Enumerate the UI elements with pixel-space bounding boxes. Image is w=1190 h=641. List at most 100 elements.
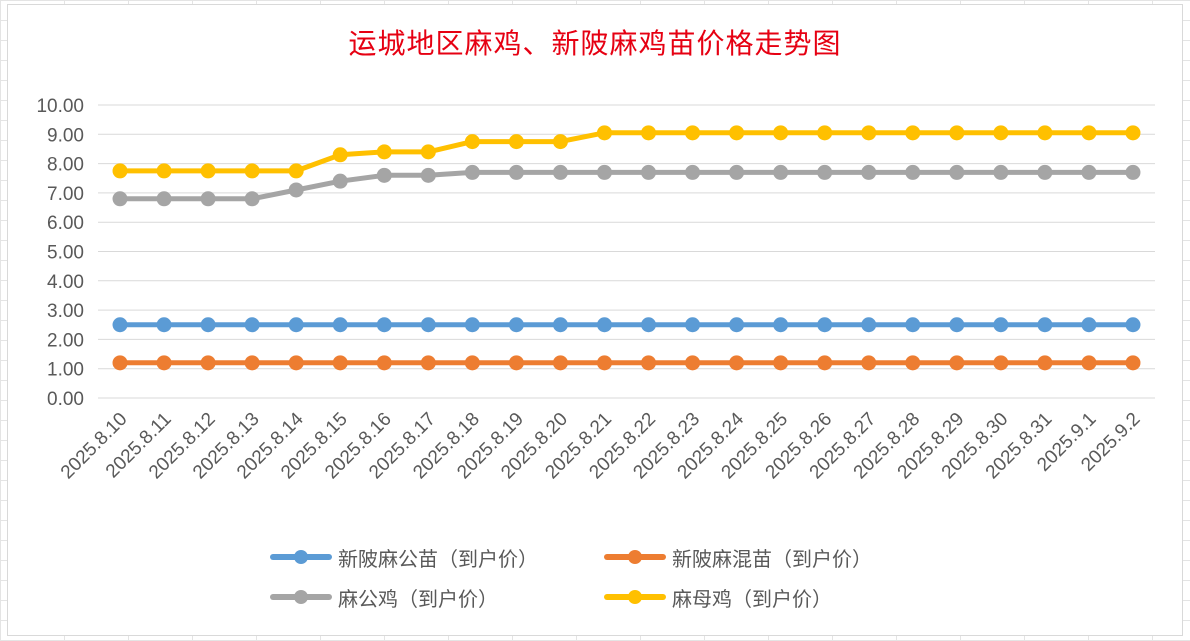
data-point-series-4 xyxy=(244,163,260,179)
data-point-series-4 xyxy=(1125,125,1141,141)
data-point-series-1 xyxy=(376,317,392,333)
data-point-series-3 xyxy=(1125,164,1141,180)
data-point-series-1 xyxy=(156,317,172,333)
data-point-series-1 xyxy=(685,317,701,333)
data-point-series-3 xyxy=(596,164,612,180)
y-tick-label: 5.00 xyxy=(47,243,84,264)
data-point-series-3 xyxy=(1037,164,1053,180)
data-point-series-1 xyxy=(993,317,1009,333)
data-point-series-3 xyxy=(376,167,392,183)
y-tick-label: 8.00 xyxy=(47,155,84,176)
data-point-series-3 xyxy=(729,164,745,180)
data-point-series-1 xyxy=(552,317,568,333)
data-point-series-2 xyxy=(1125,355,1141,371)
data-point-series-2 xyxy=(861,355,877,371)
data-point-series-2 xyxy=(288,355,304,371)
legend-item-series-4: 麻母鸡（到户价） xyxy=(604,582,832,612)
series-line-4 xyxy=(117,130,1136,174)
data-point-series-2 xyxy=(905,355,921,371)
y-tick-label: 0.00 xyxy=(47,389,84,410)
legend-label: 新陂麻公苗（到户价） xyxy=(338,546,538,571)
data-point-series-4 xyxy=(1037,125,1053,141)
data-point-series-2 xyxy=(685,355,701,371)
y-tick-label: 3.00 xyxy=(47,301,84,322)
legend-marker-icon xyxy=(270,582,332,612)
data-point-series-1 xyxy=(1125,317,1141,333)
data-point-series-4 xyxy=(200,163,216,179)
data-point-series-2 xyxy=(156,355,172,371)
data-point-series-3 xyxy=(905,164,921,180)
data-point-series-4 xyxy=(993,125,1009,141)
data-point-series-2 xyxy=(244,355,260,371)
data-point-series-1 xyxy=(905,317,921,333)
data-point-series-3 xyxy=(1081,164,1097,180)
data-point-series-2 xyxy=(464,355,480,371)
data-point-series-2 xyxy=(376,355,392,371)
data-point-series-2 xyxy=(332,355,348,371)
data-point-series-1 xyxy=(1037,317,1053,333)
legend-marker-icon xyxy=(604,542,666,572)
data-point-series-2 xyxy=(1081,355,1097,371)
data-point-series-3 xyxy=(552,164,568,180)
data-point-series-3 xyxy=(288,182,304,198)
data-point-series-4 xyxy=(1081,125,1097,141)
data-point-series-1 xyxy=(1081,317,1097,333)
series-line-3 xyxy=(117,169,1136,202)
data-point-series-4 xyxy=(288,163,304,179)
data-point-series-2 xyxy=(420,355,436,371)
y-tick-label: 10.00 xyxy=(36,96,84,117)
data-point-series-2 xyxy=(508,355,524,371)
legend-swatch-dot-4 xyxy=(628,590,642,604)
data-point-series-2 xyxy=(641,355,657,371)
data-point-series-4 xyxy=(596,125,612,141)
data-point-series-1 xyxy=(288,317,304,333)
data-point-series-4 xyxy=(773,125,789,141)
data-point-series-4 xyxy=(641,125,657,141)
legend-marker-icon xyxy=(604,582,666,612)
legend-swatch-dot-2 xyxy=(628,550,642,564)
data-point-series-3 xyxy=(861,164,877,180)
data-point-series-3 xyxy=(817,164,833,180)
data-point-series-3 xyxy=(773,164,789,180)
data-point-series-3 xyxy=(332,173,348,189)
data-point-series-3 xyxy=(112,191,128,207)
legend-label: 麻母鸡（到户价） xyxy=(672,586,832,611)
data-point-series-3 xyxy=(508,164,524,180)
chart-title: 运城地区麻鸡、新陂麻鸡苗价格走势图 xyxy=(348,27,842,60)
data-point-series-1 xyxy=(641,317,657,333)
data-point-series-3 xyxy=(464,164,480,180)
data-point-series-2 xyxy=(552,355,568,371)
data-point-series-2 xyxy=(200,355,216,371)
data-point-series-2 xyxy=(112,355,128,371)
data-point-series-3 xyxy=(200,191,216,207)
legend-item-series-2: 新陂麻混苗（到户价） xyxy=(604,542,872,572)
data-point-series-1 xyxy=(773,317,789,333)
data-point-series-4 xyxy=(112,163,128,179)
data-point-series-1 xyxy=(596,317,612,333)
data-point-series-4 xyxy=(905,125,921,141)
data-point-series-1 xyxy=(420,317,436,333)
data-point-series-2 xyxy=(773,355,789,371)
data-point-series-2 xyxy=(596,355,612,371)
data-point-series-2 xyxy=(1037,355,1053,371)
y-tick-label: 4.00 xyxy=(47,272,84,293)
data-point-series-3 xyxy=(993,164,1009,180)
legend-marker-icon xyxy=(270,542,332,572)
data-point-series-4 xyxy=(464,134,480,150)
data-point-series-1 xyxy=(949,317,965,333)
data-point-series-2 xyxy=(729,355,745,371)
data-point-series-3 xyxy=(641,164,657,180)
data-point-series-4 xyxy=(508,134,524,150)
data-point-series-1 xyxy=(861,317,877,333)
data-point-series-4 xyxy=(685,125,701,141)
y-tick-label: 7.00 xyxy=(47,184,84,205)
y-tick-label: 9.00 xyxy=(47,125,84,146)
data-point-series-2 xyxy=(949,355,965,371)
data-point-series-3 xyxy=(685,164,701,180)
data-point-series-4 xyxy=(420,144,436,160)
data-point-series-2 xyxy=(993,355,1009,371)
data-point-series-1 xyxy=(817,317,833,333)
y-tick-label: 6.00 xyxy=(47,213,84,234)
data-point-series-3 xyxy=(244,191,260,207)
legend-item-series-3: 麻公鸡（到户价） xyxy=(270,582,498,612)
